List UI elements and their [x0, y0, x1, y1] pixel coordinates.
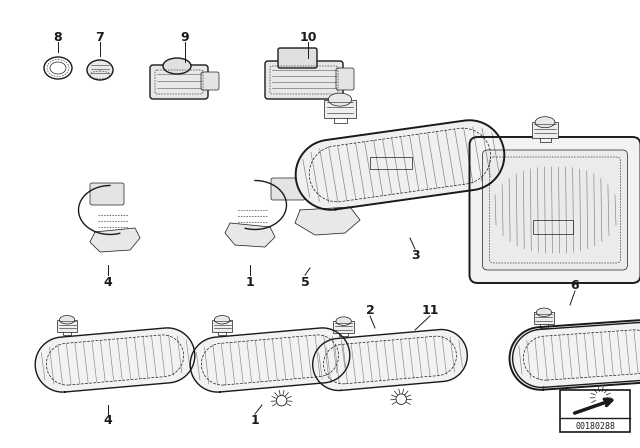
Bar: [212, 320, 232, 332]
Ellipse shape: [535, 116, 555, 128]
FancyBboxPatch shape: [483, 150, 627, 270]
Text: 2: 2: [365, 303, 374, 316]
Polygon shape: [35, 328, 195, 392]
Polygon shape: [313, 330, 467, 391]
Text: 8: 8: [54, 30, 62, 43]
Text: 6: 6: [571, 279, 579, 292]
Bar: [534, 312, 554, 324]
FancyBboxPatch shape: [278, 48, 317, 68]
FancyBboxPatch shape: [271, 178, 305, 200]
Text: 11: 11: [421, 303, 439, 316]
Text: 1: 1: [246, 276, 254, 289]
Bar: [532, 122, 558, 138]
Ellipse shape: [87, 60, 113, 80]
Polygon shape: [190, 328, 350, 392]
FancyBboxPatch shape: [265, 61, 343, 99]
Text: 1: 1: [251, 414, 259, 426]
FancyBboxPatch shape: [201, 72, 219, 90]
FancyBboxPatch shape: [336, 68, 354, 90]
FancyBboxPatch shape: [470, 137, 640, 283]
Text: 9: 9: [180, 30, 189, 43]
Ellipse shape: [163, 58, 191, 74]
Bar: [533, 220, 573, 234]
Ellipse shape: [214, 315, 230, 324]
Polygon shape: [513, 323, 640, 388]
Bar: [333, 321, 354, 333]
Ellipse shape: [536, 308, 552, 317]
Bar: [370, 157, 412, 169]
Ellipse shape: [328, 93, 352, 106]
Text: 7: 7: [95, 30, 104, 43]
Text: 3: 3: [411, 249, 419, 262]
Bar: [324, 99, 356, 118]
FancyBboxPatch shape: [150, 65, 208, 99]
Polygon shape: [225, 223, 275, 247]
Ellipse shape: [336, 317, 351, 325]
FancyBboxPatch shape: [90, 183, 124, 205]
Polygon shape: [90, 228, 140, 252]
Polygon shape: [296, 120, 504, 210]
Text: 10: 10: [300, 30, 317, 43]
Text: 5: 5: [301, 276, 309, 289]
Text: 4: 4: [104, 276, 113, 289]
Text: 4: 4: [104, 414, 113, 426]
Bar: [57, 320, 77, 332]
Text: 00180288: 00180288: [575, 422, 615, 431]
Bar: [560, 390, 630, 432]
Polygon shape: [295, 207, 360, 235]
Ellipse shape: [60, 315, 75, 324]
Polygon shape: [509, 320, 640, 390]
